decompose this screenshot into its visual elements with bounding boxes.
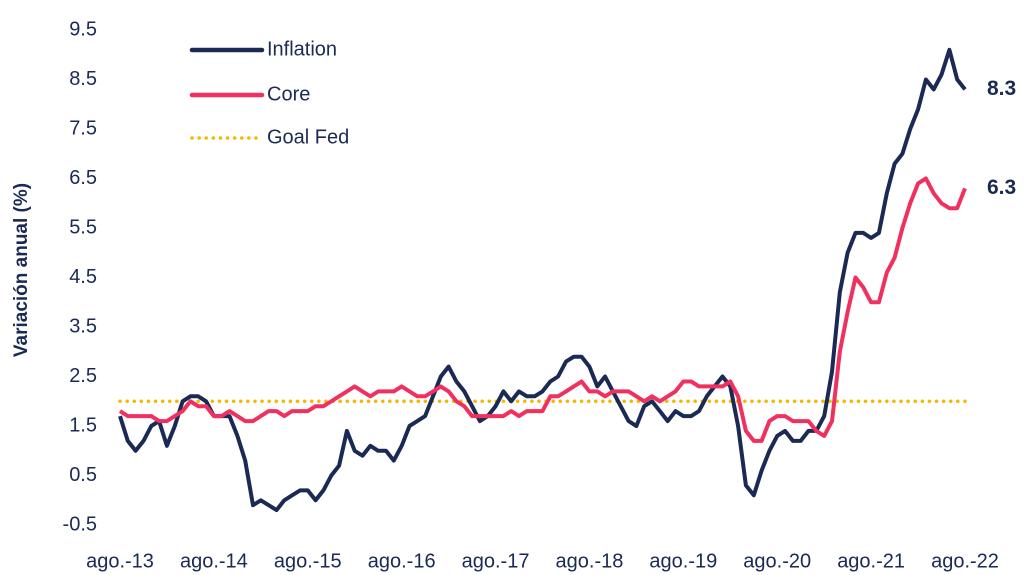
y-tick-label: 5.5: [69, 216, 97, 238]
x-tick-label: ago.-17: [462, 550, 530, 572]
legend-label: Inflation: [267, 38, 337, 60]
y-tick-label: 2.5: [69, 365, 97, 387]
x-tick-label: ago.-22: [931, 550, 999, 572]
y-tick-label: 1.5: [69, 414, 97, 436]
series-line: [118, 47, 967, 513]
x-tick-label: ago.-20: [743, 550, 811, 572]
legend-label: Goal Fed: [267, 126, 349, 148]
x-tick-label: ago.-15: [274, 550, 342, 572]
end-label: 6.3: [987, 176, 1016, 199]
x-tick-label: ago.-18: [556, 550, 624, 572]
y-tick-label: 4.5: [69, 266, 97, 288]
y-tick-label: 3.5: [69, 315, 97, 337]
x-tick-label: ago.-16: [368, 550, 436, 572]
y-axis-label: Variación anual (%): [11, 183, 32, 357]
y-tick-label: 0.5: [69, 464, 97, 486]
y-tick-label: 6.5: [69, 167, 97, 189]
series-line: [118, 176, 967, 443]
y-tick-label: 8.5: [69, 68, 97, 90]
y-tick-label: 7.5: [69, 117, 97, 139]
x-tick-label: ago.-21: [837, 550, 905, 572]
end-label: 8.3: [987, 77, 1016, 100]
x-tick-label: ago.-19: [649, 550, 717, 572]
y-tick-label: -0.5: [63, 513, 97, 535]
x-tick-label: ago.-14: [180, 550, 248, 572]
y-tick-label: 9.5: [69, 18, 97, 40]
x-tick-label: ago.-13: [86, 550, 154, 572]
legend-label: Core: [267, 83, 310, 105]
